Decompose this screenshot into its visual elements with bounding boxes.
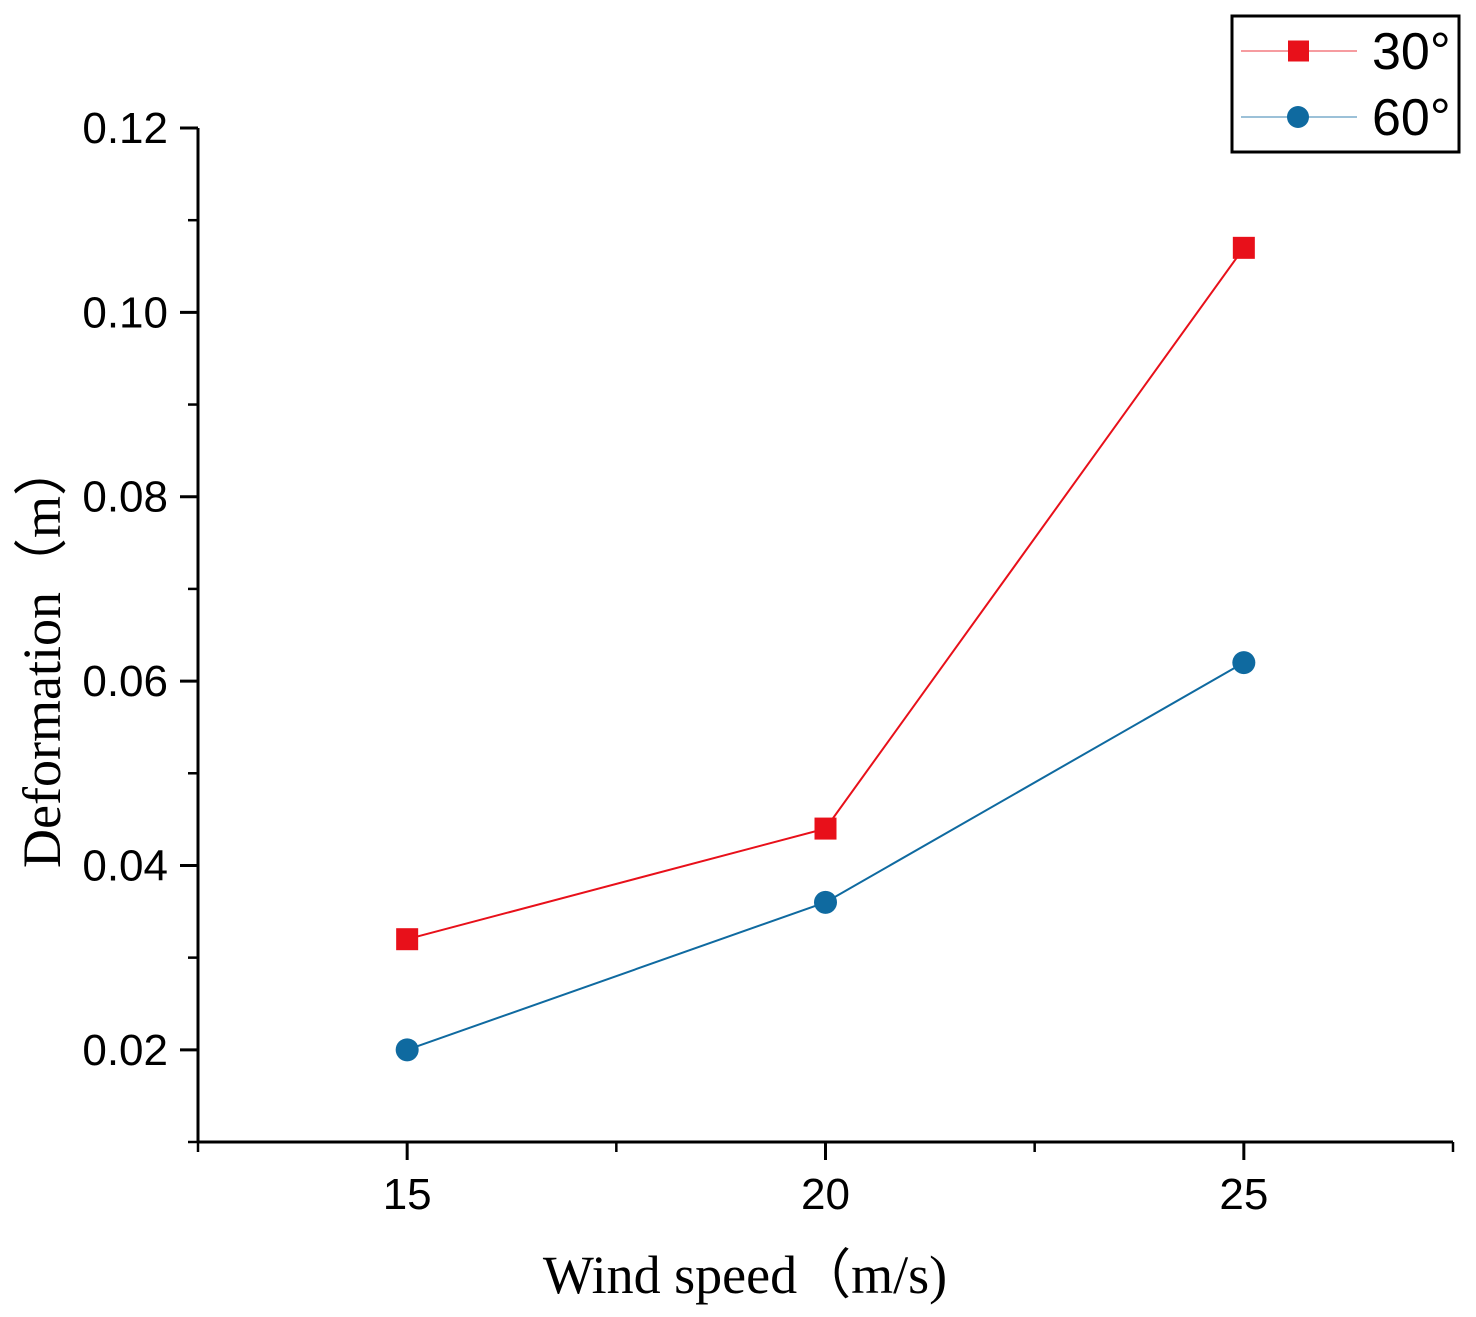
legend-marker bbox=[1288, 40, 1309, 62]
data-point bbox=[395, 1038, 419, 1062]
legend-box bbox=[1230, 14, 1461, 154]
series-layer bbox=[395, 236, 1256, 1062]
legend: 30°60° bbox=[1230, 14, 1461, 154]
y-tick-label: 0.06 bbox=[82, 657, 168, 706]
y-tick-label: 0.02 bbox=[82, 1026, 168, 1075]
series-0 bbox=[396, 236, 1255, 951]
data-point bbox=[1232, 236, 1255, 259]
axes: 0.02 0.04 0.06 0.08 0.10 0.12 15 20 25 Wind speed… bbox=[12, 104, 1455, 1305]
series-1 bbox=[395, 651, 1256, 1062]
data-point bbox=[396, 928, 419, 951]
y-tick-label: 0.10 bbox=[82, 288, 168, 337]
x-tick-label: 20 bbox=[801, 1170, 850, 1219]
y-tick-label: 0.08 bbox=[82, 473, 168, 522]
data-point bbox=[814, 890, 837, 914]
series-line bbox=[406, 661, 1245, 1051]
legend-label: 30° bbox=[1372, 23, 1451, 81]
data-point bbox=[814, 817, 837, 840]
y-tick-label: 0.12 bbox=[82, 104, 168, 153]
data-point bbox=[1232, 651, 1256, 675]
x-tick-label: 15 bbox=[383, 1170, 432, 1219]
legend-marker bbox=[1287, 106, 1309, 128]
y-tick-label: 0.04 bbox=[82, 841, 168, 890]
legend-label: 60° bbox=[1372, 89, 1451, 147]
y-axis-title: Deformation（m） bbox=[12, 442, 72, 868]
x-axis-title: Wind speed（m/s) bbox=[543, 1245, 947, 1305]
x-tick-label: 25 bbox=[1219, 1170, 1268, 1219]
